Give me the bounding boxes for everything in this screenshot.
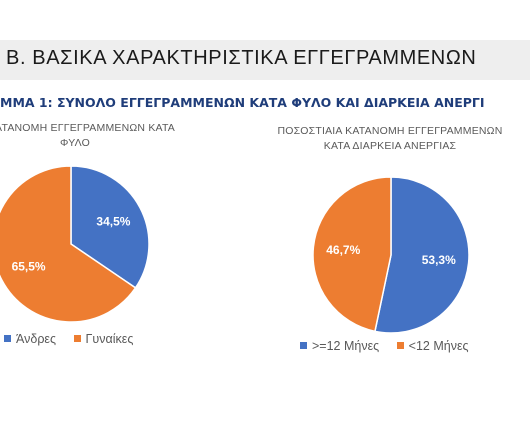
chart-2-title-line-1: ΠΟΣΟΣΤΙΑΙΑ ΚΑΤΑΝΟΜΗ ΕΓΓΕΓΡΑΜΜΕΝΩΝ — [277, 125, 503, 137]
chart-1-slice-1 — [0, 165, 137, 323]
chart-1-data-label-0: 34,5% — [96, 215, 130, 229]
figure-caption: ΜΜΑ 1: ΣΥΝΟΛΟ ΕΓΓΕΓΡΑΜΜΕΝΩΝ ΚΑΤΑ ΦΥΛΟ ΚΑ… — [0, 95, 485, 110]
legend-swatch-12-plus-months — [300, 342, 307, 349]
chart-2-data-label-1: 46,7% — [326, 243, 360, 257]
section-header-bar — [0, 40, 530, 80]
legend-swatch-under-12-months — [396, 342, 404, 349]
legend-item-women: Γυναίκες — [73, 332, 134, 346]
legend-swatch-men — [4, 335, 11, 342]
chart-2-title: ΠΟΣΟΣΤΙΑΙΑ ΚΑΤΑΝΟΜΗ ΕΓΓΕΓΡΑΜΜΕΝΩΝ ΚΑΤΑ Δ… — [250, 124, 530, 154]
chart-1-data-label-1: 65,5% — [12, 259, 46, 273]
legend-item-men: Άνδρες — [4, 332, 56, 346]
legend-label-women: Γυναίκες — [85, 332, 134, 346]
chart-2-data-label-0: 53,3% — [422, 253, 456, 267]
chart-1-title-line-2: ΦΥΛΟ — [59, 137, 91, 149]
legend-item-under-12-months: <12 Μήνες — [396, 339, 469, 353]
chart-2-slice-0 — [374, 176, 470, 334]
chart-2-slice-1 — [312, 176, 392, 333]
section-title: Β. ΒΑΣΙΚΑ ΧΑΡΑΚΤΗΡΙΣΤΙΚΑ ΕΓΓΕΓΡΑΜΜΕΝΩΝ — [6, 47, 477, 69]
chart-1-slice-0 — [70, 165, 150, 289]
chart-2-title-line-2: ΚΑΤΑ ΔΙΑΡΚΕΙΑ ΑΝΕΡΓΙΑΣ — [323, 140, 457, 152]
chart-2-legend: >=12 Μήνες <12 Μήνες — [300, 339, 483, 353]
chart-1-title: ΙΑ ΚΑΤΑΝΟΜΗ ΕΓΓΕΓΡΑΜΜΕΝΩΝ ΚΑΤΑ ΦΥΛΟ — [0, 121, 210, 151]
legend-swatch-women — [73, 335, 81, 342]
chart-1-legend: Άνδρες Γυναίκες — [4, 332, 147, 346]
legend-item-12-plus-months: >=12 Μήνες — [300, 339, 379, 353]
legend-label-12-plus-months: >=12 Μήνες — [312, 339, 380, 353]
legend-label-under-12-months: <12 Μήνες — [408, 339, 469, 353]
legend-label-men: Άνδρες — [16, 332, 57, 346]
chart-1-title-line-1: ΙΑ ΚΑΤΑΝΟΜΗ ΕΓΓΕΓΡΑΜΜΕΝΩΝ ΚΑΤΑ — [0, 122, 175, 134]
